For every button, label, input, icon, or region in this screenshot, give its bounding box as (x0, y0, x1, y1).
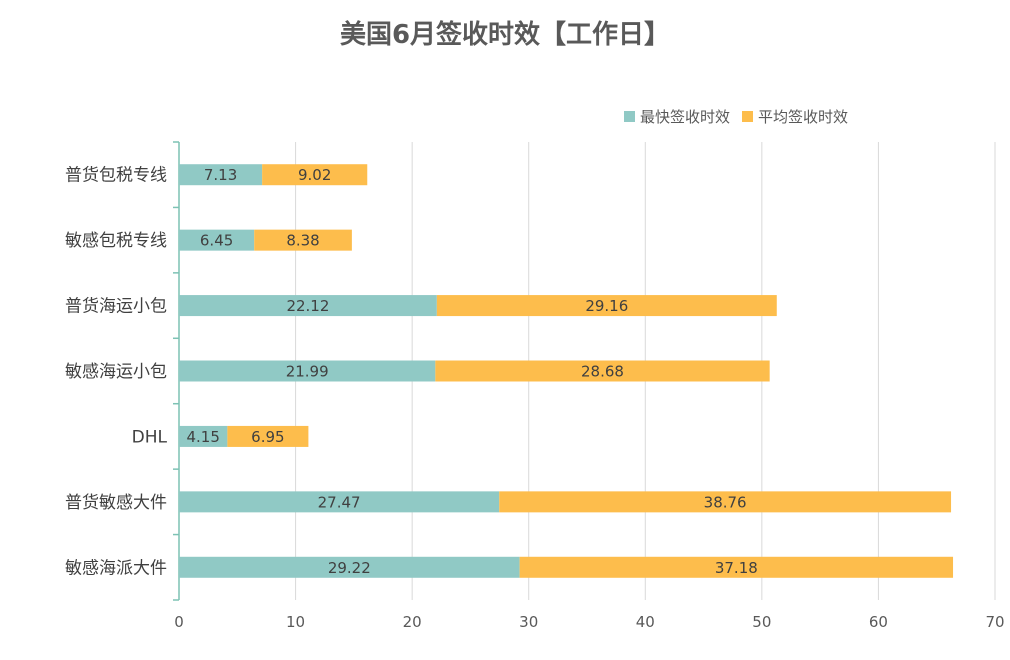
data-label-fastest-6: 29.22 (328, 559, 371, 577)
bar-fastest-2 (179, 295, 437, 317)
legend-label-average: 平均签收时效 (758, 108, 849, 126)
x-tick-label-60: 60 (869, 613, 888, 631)
legend-swatch-average (742, 111, 754, 122)
legend-label-fastest: 最快签收时效 (640, 108, 731, 126)
bar-fastest-5 (179, 491, 500, 513)
data-label-average-5: 38.76 (704, 493, 747, 511)
chart-title: 美国6月签收时效【工作日】 (339, 20, 671, 50)
category-label-2: 普货海运小包 (65, 297, 167, 317)
bar-fastest-0 (179, 164, 263, 186)
x-tick-label-40: 40 (636, 613, 655, 631)
bar-average-4 (227, 425, 309, 447)
bar-average-3 (435, 360, 770, 382)
bar-fastest-3 (179, 360, 436, 382)
data-label-average-2: 29.16 (585, 297, 628, 315)
legend: 最快签收时效 平均签收时效 (624, 106, 860, 127)
bar-average-2 (436, 295, 777, 317)
category-label-0: 普货包税专线 (65, 166, 167, 186)
bar-average-6 (519, 556, 954, 578)
data-label-fastest-3: 21.99 (286, 363, 329, 381)
category-label-6: 敏感海派大件 (65, 558, 167, 578)
data-label-fastest-4: 4.15 (186, 428, 219, 446)
x-tick-label-0: 0 (174, 613, 184, 631)
bar-fastest-4 (179, 425, 228, 447)
data-label-fastest-5: 27.47 (318, 493, 361, 511)
data-label-fastest-1: 6.45 (200, 232, 233, 250)
x-tick-label-20: 20 (403, 613, 422, 631)
x-tick-label-30: 30 (519, 613, 538, 631)
data-label-average-3: 28.68 (581, 363, 624, 381)
data-label-fastest-2: 22.12 (286, 297, 329, 315)
category-label-1: 敏感包税专线 (65, 231, 167, 251)
bar-fastest-1 (179, 229, 255, 251)
legend-item-average: 平均签收时效 (742, 106, 848, 127)
data-label-average-1: 8.38 (286, 232, 319, 250)
category-label-4: DHL (132, 427, 168, 447)
data-label-average-6: 37.18 (715, 559, 758, 577)
bar-fastest-6 (179, 556, 520, 578)
x-tick-label-70: 70 (985, 613, 1004, 631)
data-label-average-0: 9.02 (298, 166, 331, 184)
legend-swatch-fastest (624, 111, 635, 122)
data-label-fastest-0: 7.13 (204, 166, 237, 184)
data-label-average-4: 6.95 (251, 428, 284, 446)
x-tick-label-10: 10 (286, 613, 305, 631)
legend-item-fastest: 最快签收时效 (624, 106, 730, 127)
bar-average-0 (262, 164, 368, 186)
category-label-3: 敏感海运小包 (65, 362, 167, 382)
bar-average-5 (499, 491, 952, 513)
category-label-5: 普货敏感大件 (65, 493, 167, 513)
x-tick-label-50: 50 (752, 613, 771, 631)
bar-average-1 (254, 229, 352, 251)
